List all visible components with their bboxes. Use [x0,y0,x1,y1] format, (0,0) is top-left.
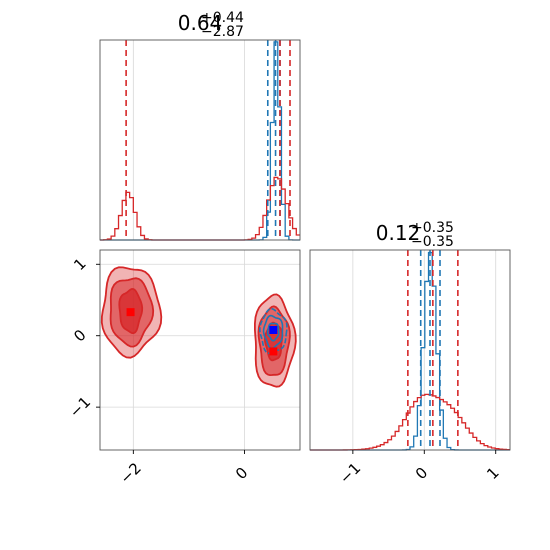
scatter-point-0 [126,308,135,317]
scatter-y-tick-label-1: 0 [70,326,89,345]
hist-1-title-lower: −2.87 [201,24,244,40]
contour-blue-2-level-0 [258,307,288,355]
hist-panel-2: −1 0 1 0.12 +0.35 −0.35 [309,220,511,487]
hist-2-series-0-step [310,251,510,451]
scatter-contours [100,266,297,388]
hist-2-title: 0.12 [376,221,421,245]
hist-2-title-upper: +0.35 [411,220,454,236]
hist-2-x-tick-label-1: 0 [412,464,431,483]
hist-2-series-1-step [310,393,510,451]
hist-1-title-upper: +0.44 [201,10,244,26]
hist-2-grid [352,250,497,450]
hist-2-title-lower: −0.35 [411,234,454,250]
scatter-y-tick-label-0: −1 [66,393,94,421]
hist-1-bars [100,41,300,241]
hist-1-title-value: 0.64 [178,11,223,35]
hist-1-frame [99,39,301,241]
scatter-point-2 [269,347,278,356]
hist-2-frame [309,249,511,451]
hist-2-quantile-lines [407,250,459,450]
scatter-x-tick-label-0: −2 [116,459,144,487]
hist-2-x-ticks: −1 0 1 [336,450,503,487]
scatter-y-ticks: −1 0 1 [66,255,100,421]
scatter-x-ticks: −2 0 [116,450,251,487]
scatter-point-1 [269,326,278,334]
hist-2-bars [310,251,510,451]
scatter-y-tick-label-2: 1 [70,255,89,274]
contour-blue-2-level-1 [262,314,284,350]
hist-1-series-0-step [100,41,300,241]
hist-2-x-tick-label-2: 1 [483,464,502,483]
hist-1-quantile-lines [125,40,291,240]
hist-1-title: 0.64 [178,11,223,35]
hist-2-x-tick-label-0: −1 [336,459,364,487]
scatter-x-tick-label-1: 0 [232,464,251,483]
contour-blue-2-level-2 [266,322,280,342]
hist-1-grid [132,40,245,240]
scatter-points [126,308,278,356]
scatter-panel: −2 0 −1 0 1 [66,249,301,487]
scatter-frame [99,249,301,451]
hist-panel-1: 0.64 +0.44 −2.87 [99,10,301,241]
hist-2-title-value: 0.12 [376,221,421,245]
